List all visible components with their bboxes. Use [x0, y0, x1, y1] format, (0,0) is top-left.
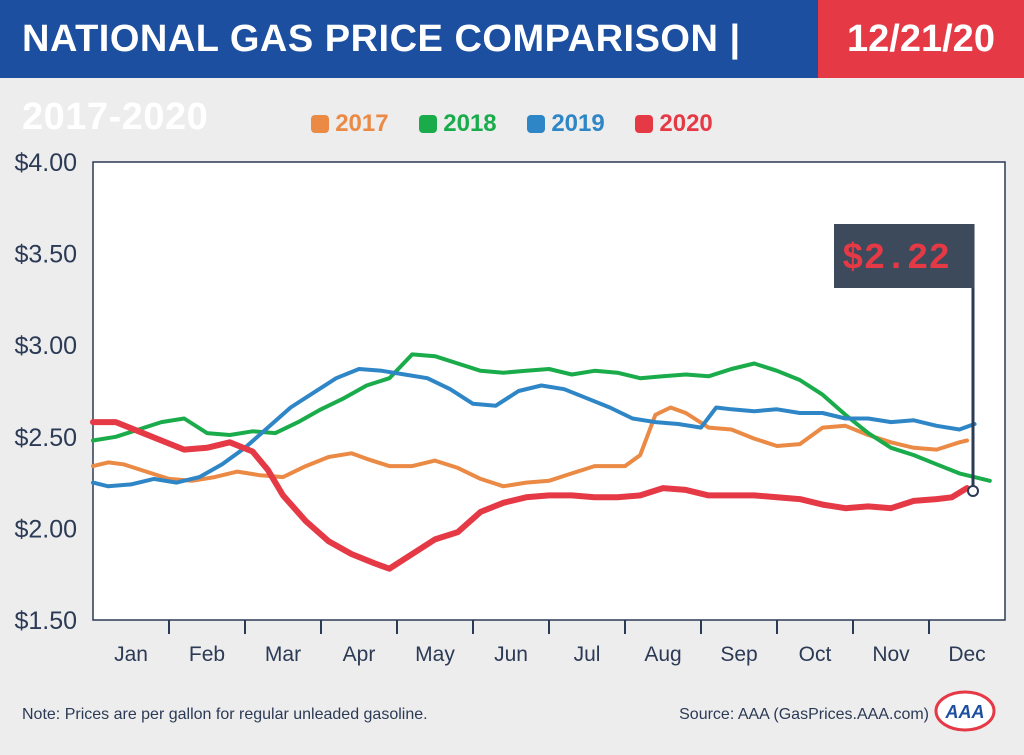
series-line-2018	[91, 352, 992, 483]
series-line-2017	[91, 405, 969, 489]
date-badge: 12/21/20	[818, 0, 1024, 78]
x-tick-label: May	[415, 643, 455, 666]
x-tick-label: Apr	[343, 643, 376, 666]
legend-item-2017: 2017	[311, 110, 389, 138]
y-tick-label: $4.00	[14, 149, 77, 177]
y-tick-label: $3.50	[14, 241, 77, 269]
x-tick-label: Feb	[189, 643, 225, 666]
price-tag-box	[834, 224, 974, 288]
aaa-logo-text: AAA	[945, 702, 985, 722]
legend-label-2017: 2017	[335, 110, 389, 137]
y-axis: $4.00 $3.50 $3.00 $2.50 $2.00 $1.50	[14, 149, 77, 635]
line-chart: $4.00 $3.50 $3.00 $2.50 $2.00 $1.50 Jan Feb Mar…	[14, 149, 1006, 666]
x-tick-label: Nov	[872, 643, 910, 666]
x-tick-label: Jul	[574, 643, 601, 666]
x-tick-label: Sep	[720, 643, 757, 666]
footer-source: Source: AAA (GasPrices.AAA.com)	[679, 706, 929, 723]
x-tick-label: Jun	[494, 643, 528, 666]
legend-swatch-2019	[527, 115, 546, 133]
legend-swatch-2017	[311, 115, 330, 133]
series-line-2019	[91, 367, 977, 489]
legend-label-2018: 2018	[443, 110, 497, 137]
x-tick-label: Aug	[644, 643, 681, 666]
x-axis: Jan Feb Mar Apr May Jun Jul Aug Sep Oct Nov Dec	[114, 620, 986, 666]
legend-swatch-2020	[635, 115, 654, 133]
legend-label-2019: 2019	[551, 110, 605, 137]
aaa-logo: AAA	[934, 690, 996, 732]
price-tag-value: $2.22	[842, 238, 950, 279]
y-tick-label: $3.00	[14, 332, 77, 360]
x-tick-label: Jan	[114, 643, 148, 666]
legend-item-2020: 2020	[635, 110, 713, 138]
x-tick-label: Dec	[948, 643, 985, 666]
y-tick-label: $2.00	[14, 515, 77, 543]
y-tick-label: $1.50	[14, 607, 77, 635]
legend-swatch-2018	[419, 115, 438, 133]
series-line-2020	[90, 419, 970, 572]
header: NATIONAL GAS PRICE COMPARISON | 2017-202…	[0, 0, 1024, 138]
chart-legend: 2017 2018 2019 2020	[0, 110, 1024, 138]
x-tick-label: Oct	[799, 643, 832, 666]
legend-item-2018: 2018	[419, 110, 497, 138]
series-lines	[90, 352, 992, 572]
price-tag: $2.22	[834, 224, 979, 497]
price-tag-marker	[967, 485, 979, 497]
legend-label-2020: 2020	[659, 110, 713, 137]
y-tick-label: $2.50	[14, 424, 77, 452]
legend-item-2019: 2019	[527, 110, 605, 138]
chart-title: NATIONAL GAS PRICE COMPARISON | 2017-202…	[0, 0, 818, 138]
aaa-logo-oval	[934, 690, 996, 732]
x-tick-label: Mar	[265, 643, 301, 666]
footer-note: Note: Prices are per gallon for regular …	[22, 706, 428, 723]
